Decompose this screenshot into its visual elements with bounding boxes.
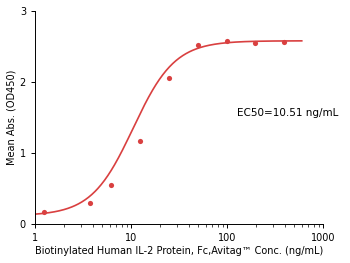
Point [281,39,287,44]
X-axis label: Biotinylated Human IL-2 Protein, Fc,Avitag™ Conc. (ng/mL): Biotinylated Human IL-2 Protein, Fc,Avit… [35,246,323,256]
Point [224,39,229,43]
Y-axis label: Mean Abs. (OD450): Mean Abs. (OD450) [7,70,17,165]
Point [195,43,201,47]
Point [87,201,92,205]
Text: EC50=10.51 ng/mL: EC50=10.51 ng/mL [237,108,338,118]
Point [166,76,172,80]
Point [137,139,142,143]
Point [108,183,114,187]
Point [253,41,258,45]
Point [41,210,47,214]
